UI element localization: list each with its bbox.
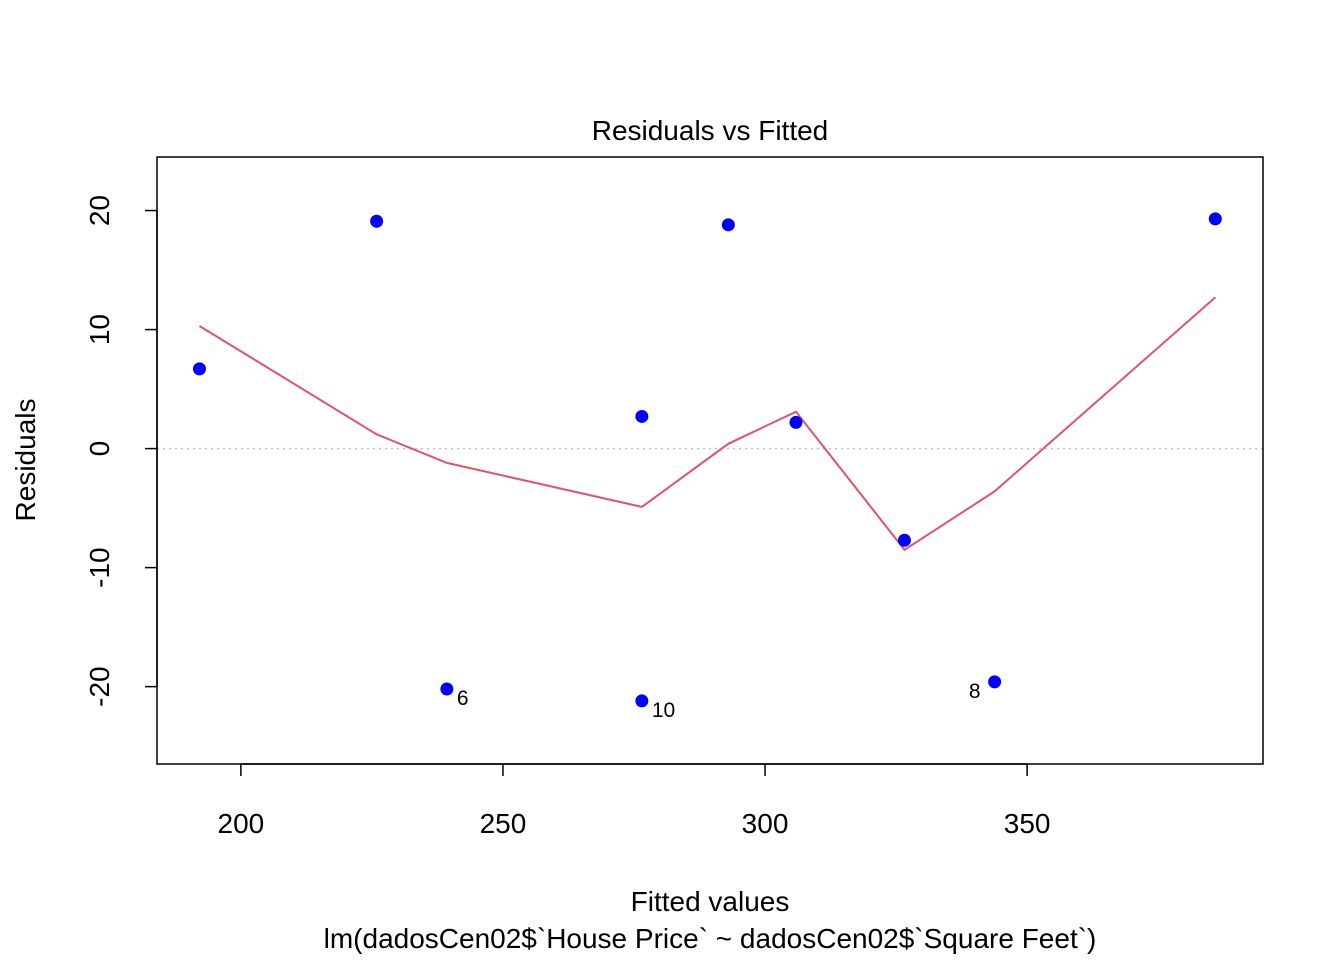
x-axis: 200 250 300 350 <box>218 763 1051 839</box>
point-label: 10 <box>652 699 675 722</box>
plot-frame <box>156 156 1264 765</box>
x-tick-label: 250 <box>480 808 527 839</box>
data-point <box>440 682 454 696</box>
chart-title: Residuals vs Fitted <box>592 115 829 146</box>
point-label: 8 <box>969 680 981 703</box>
smoother-line <box>198 296 1216 552</box>
y-tick-label: 10 <box>84 314 115 345</box>
y-tick-label: -10 <box>84 547 115 587</box>
y-tick-label: 20 <box>84 195 115 226</box>
x-axis-title: Fitted values <box>631 886 790 917</box>
data-point <box>897 533 911 547</box>
data-point <box>988 675 1002 689</box>
y-axis: -20 -10 0 10 20 <box>84 195 158 707</box>
x-tick-label: 200 <box>218 808 265 839</box>
x-tick-label: 300 <box>742 808 789 839</box>
y-tick-label: 0 <box>84 441 115 457</box>
data-point <box>1208 212 1222 226</box>
data-point <box>635 694 649 708</box>
data-point <box>721 218 735 232</box>
point-label: 6 <box>457 687 469 710</box>
y-tick-label: -20 <box>84 666 115 706</box>
data-point <box>192 362 206 376</box>
y-axis-title: Residuals <box>10 399 41 522</box>
chart-subtitle: lm(dadosCen02$`House Price` ~ dadosCen02… <box>324 923 1097 954</box>
data-point <box>635 409 649 423</box>
x-tick-label: 350 <box>1004 808 1051 839</box>
plot-area: 6 10 8 <box>157 212 1263 722</box>
data-point <box>370 214 384 228</box>
data-point <box>789 415 803 429</box>
